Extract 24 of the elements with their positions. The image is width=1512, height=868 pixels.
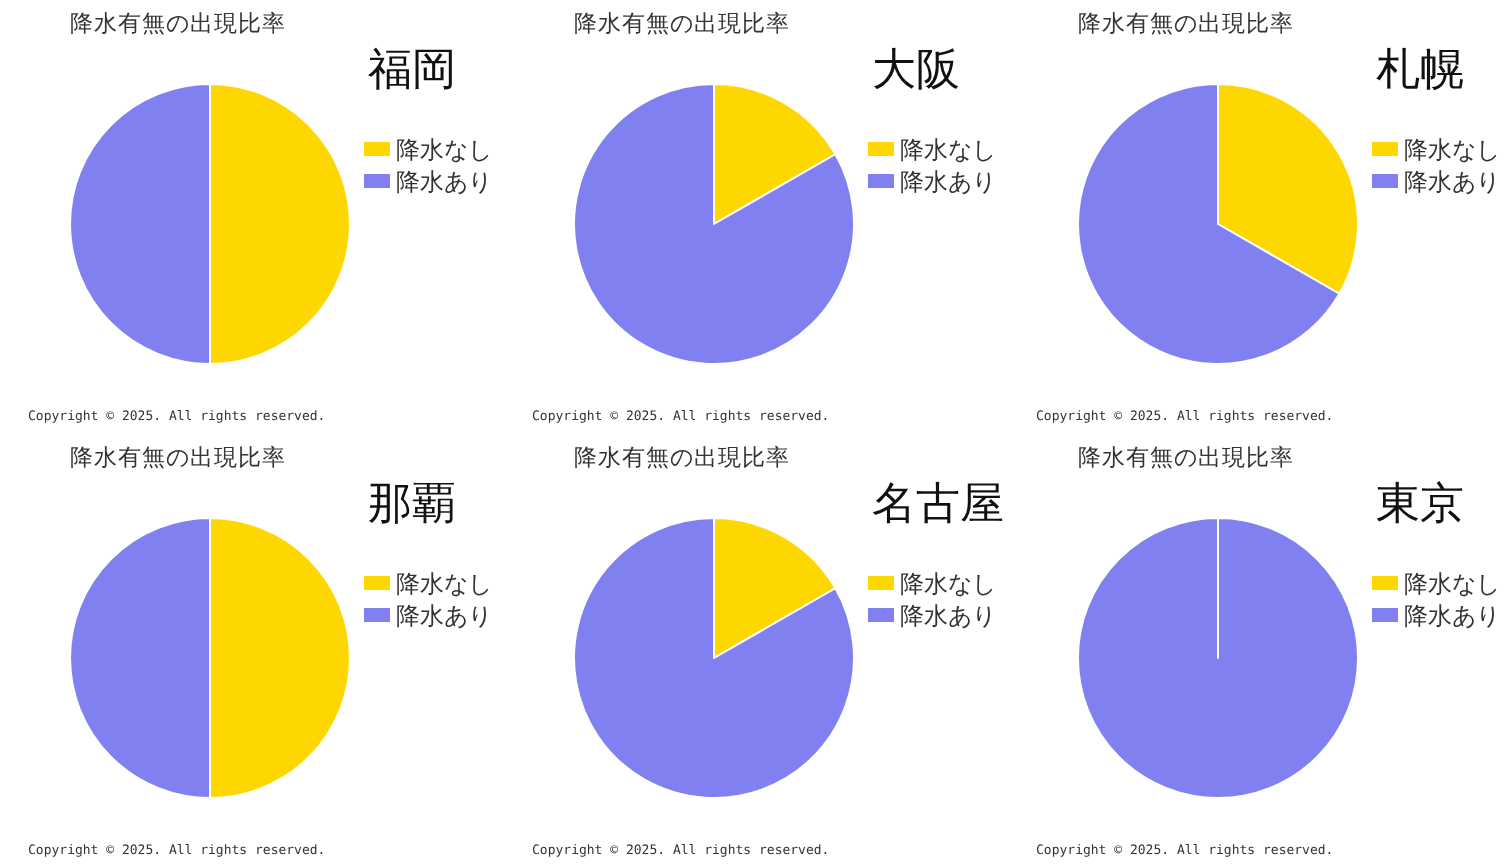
chart-title: 降水有無の出現比率 <box>70 443 286 471</box>
chart-title: 降水有無の出現比率 <box>1078 9 1294 37</box>
legend-label: 降水あり <box>396 168 492 196</box>
legend-label: 降水なし <box>396 136 492 164</box>
chart-title: 降水有無の出現比率 <box>1078 443 1294 471</box>
legend-label: 降水なし <box>1404 136 1500 164</box>
chart-title: 降水有無の出現比率 <box>70 9 286 37</box>
legend-label: 降水あり <box>1404 168 1500 196</box>
chart-subtitle: 那覇 <box>368 480 456 530</box>
legend-label: 降水あり <box>1404 602 1500 630</box>
chart-subtitle: 札幌 <box>1376 46 1464 96</box>
legend-label: 降水あり <box>900 602 996 630</box>
chart-title: 降水有無の出現比率 <box>574 443 790 471</box>
chart-title: 降水有無の出現比率 <box>574 9 790 37</box>
legend-label: 降水なし <box>900 136 996 164</box>
chart-subtitle: 名古屋 <box>872 480 1004 530</box>
chart-subtitle: 東京 <box>1376 480 1464 530</box>
legend-label: 降水なし <box>900 570 996 598</box>
legend-label: 降水あり <box>900 168 996 196</box>
chart-subtitle: 福岡 <box>368 46 456 96</box>
legend-label: 降水あり <box>396 602 492 630</box>
legend-label: 降水なし <box>396 570 492 598</box>
legend-label: 降水なし <box>1404 570 1500 598</box>
chart-subtitle: 大阪 <box>872 46 960 96</box>
